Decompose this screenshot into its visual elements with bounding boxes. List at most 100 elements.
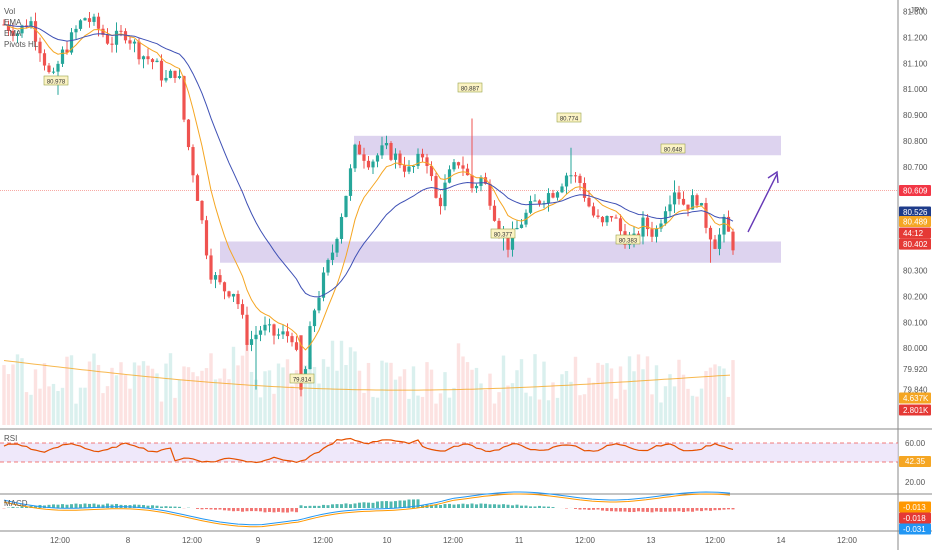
macd-hist-up xyxy=(520,506,523,508)
candle-up xyxy=(74,29,77,32)
volume-bar-up xyxy=(74,404,77,425)
candle-up xyxy=(52,72,55,73)
macd-hist-down xyxy=(579,508,582,510)
volume-bar-up xyxy=(511,383,514,425)
volume-bar-up xyxy=(376,398,379,425)
macd-hist-up xyxy=(507,505,510,508)
macd-hist-down xyxy=(223,508,226,510)
candle-down xyxy=(619,218,622,231)
legend-ema-slow[interactable]: EMA xyxy=(4,29,22,38)
macd-hist-down xyxy=(286,508,289,513)
volume-bar-up xyxy=(529,396,532,425)
candle-down xyxy=(97,17,100,29)
volume-bar-up xyxy=(340,341,343,425)
volume-bar-up xyxy=(326,367,329,425)
candle-down xyxy=(200,201,203,220)
macd-hist-up xyxy=(534,506,537,508)
volume-bar-up xyxy=(542,362,545,425)
volume-bar-down xyxy=(484,390,487,425)
volume-bar-up xyxy=(385,363,388,425)
support-zone xyxy=(220,241,781,262)
macd-hist-up xyxy=(525,506,528,508)
volume-bar-up xyxy=(569,382,572,425)
volume-bar-down xyxy=(34,369,37,425)
macd-hist-up xyxy=(304,506,307,508)
candle-up xyxy=(376,155,379,161)
candle-up xyxy=(668,204,671,211)
volume-bar-up xyxy=(605,363,608,425)
price-tick: 80.300 xyxy=(903,267,928,276)
macd-hist-up xyxy=(322,505,325,508)
candle-down xyxy=(488,184,491,206)
projection-arrow xyxy=(748,174,777,232)
volume-bar-up xyxy=(659,402,662,425)
candle-up xyxy=(281,331,284,334)
ema-slow-badge-text: 80.526 xyxy=(903,208,928,217)
macd-hist-up xyxy=(547,507,550,508)
volume-bar-down xyxy=(497,392,500,425)
macd-hist-down xyxy=(592,508,595,510)
candle-down xyxy=(650,229,653,237)
macd-hist-down xyxy=(709,508,712,511)
rsi-label[interactable]: RSI xyxy=(4,434,17,443)
macd-hist-up xyxy=(538,506,541,508)
macd-hist-up xyxy=(111,504,114,508)
candle-up xyxy=(533,201,536,202)
candle-down xyxy=(151,59,154,62)
volume-bars xyxy=(2,341,734,425)
volume-bar-up xyxy=(142,361,145,425)
legend-vol[interactable]: Vol xyxy=(4,7,15,16)
volume-bar-up xyxy=(214,380,217,425)
ema-fast-line xyxy=(4,25,733,350)
candle-down xyxy=(677,192,680,198)
candle-down xyxy=(403,165,406,171)
macd-hist-up xyxy=(529,506,532,508)
volume-bar-down xyxy=(551,382,554,425)
candle-up xyxy=(569,175,572,176)
candle-up xyxy=(83,18,86,20)
macd-hist-up xyxy=(471,504,474,508)
volume-bar-down xyxy=(97,365,100,425)
price-tick: 80.000 xyxy=(903,344,928,353)
macd-hist-down xyxy=(606,508,609,511)
volume-bar-down xyxy=(578,395,581,425)
volume-bar-down xyxy=(286,359,289,425)
legend-ema-fast[interactable]: EMA xyxy=(4,18,22,27)
volume-bar-down xyxy=(421,397,424,425)
candle-down xyxy=(47,66,50,72)
volume-bar-down xyxy=(493,404,496,425)
ema-fast-badge-text: 80.489 xyxy=(903,218,928,227)
volume-bar-down xyxy=(160,402,163,425)
volume-bar-down xyxy=(592,383,595,425)
macd-hist-up xyxy=(318,506,321,508)
rsi-tick: 20.00 xyxy=(905,478,926,487)
volume-bar-up xyxy=(556,398,559,425)
price-tick: 81.000 xyxy=(903,85,928,94)
macd-hist-up xyxy=(439,505,442,508)
volume-bar-down xyxy=(182,366,185,425)
macd-hist-down xyxy=(633,508,636,512)
time-tick: 11 xyxy=(515,536,524,545)
candle-down xyxy=(421,154,424,158)
macd-hist-down xyxy=(237,508,240,511)
candle-up xyxy=(448,169,451,182)
candle-up xyxy=(268,324,271,325)
macd-hist-up xyxy=(417,499,420,508)
legend-pivots[interactable]: Pivots HL xyxy=(4,40,39,49)
volume-bar-down xyxy=(682,375,685,425)
macd-hist-up xyxy=(313,506,316,508)
volume-bar-down xyxy=(128,389,131,425)
volume-bar-down xyxy=(43,363,46,425)
candle-up xyxy=(407,167,410,172)
volume-bar-down xyxy=(209,353,212,425)
macd-label[interactable]: MACD xyxy=(4,499,28,508)
macd-hist-down xyxy=(241,508,244,512)
volume-bar-up xyxy=(673,386,676,425)
macd-hist-up xyxy=(84,504,87,508)
macd-hist-down xyxy=(664,508,667,512)
macd-pane: -0.013-0.018-0.031 xyxy=(3,492,932,535)
macd-hist-up xyxy=(165,506,168,508)
candle-down xyxy=(205,220,208,255)
volume-bar-up xyxy=(331,341,334,425)
